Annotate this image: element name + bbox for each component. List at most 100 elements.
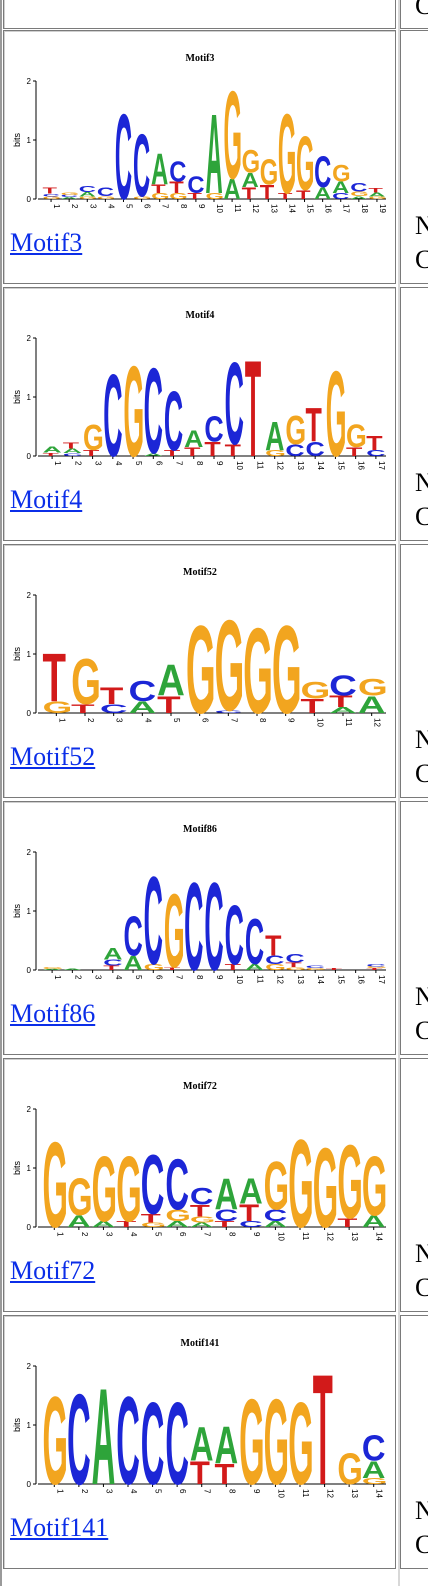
logo-letter-c: C	[366, 963, 386, 967]
logo-letter-g: G	[288, 1379, 313, 1506]
logo-letter-c: C	[115, 89, 132, 221]
logo-y-tick-label: 1	[27, 393, 32, 402]
logo-letter-g: G	[337, 1445, 362, 1494]
sequence-logo-image: Motif72 bits 0 1 2 1 2 3 4 5 6 7 8 9 10 11 12 13 14 G A G A G T G…	[8, 1079, 393, 1249]
logo-position-label: 8	[195, 461, 204, 466]
logo-letter-g: G	[260, 151, 278, 192]
side-text-top: N	[415, 468, 428, 498]
logo-letter-g: G	[43, 967, 64, 970]
logo-letter-c: C	[141, 1137, 165, 1232]
logo-letter-g: G	[288, 1115, 313, 1249]
logo-letter-c: C	[187, 172, 204, 199]
side-text-top: N	[415, 211, 428, 241]
logo-y-tick-label: 2	[27, 591, 32, 600]
side-text-top: N	[415, 1496, 428, 1526]
motif-link[interactable]: Motif3	[10, 228, 82, 258]
logo-letter-a: A	[205, 92, 222, 218]
logo-letter-g: G	[362, 1139, 387, 1234]
table-cell-description: NC	[400, 30, 428, 284]
motif-link[interactable]: Motif52	[10, 742, 95, 772]
logo-letter-a: A	[190, 1417, 214, 1471]
logo-letter-g: G	[264, 1148, 289, 1225]
logo-letter-g: G	[285, 409, 306, 454]
logo-letter-g: G	[71, 647, 101, 719]
logo-letter-a: A	[43, 445, 62, 454]
logo-letter-t: T	[306, 399, 322, 452]
logo-letter-g: G	[224, 66, 242, 206]
logo-y-tick-label: 2	[27, 334, 32, 343]
logo-svg: Motif3bits0121 2 3 4 5 6 7 8 9 10 11 12 13 14 15 16 17 18…	[8, 51, 393, 221]
logo-letter-c: C	[245, 907, 264, 979]
logo-position-label: 8	[227, 1232, 236, 1237]
logo-letter-g: G	[278, 92, 296, 218]
logo-position-label: 2	[70, 204, 79, 209]
logo-svg: Motif52bits0121 2 3 4 5 6 7 8 9 10 11 12GT TGCT AC TA G…	[8, 565, 393, 735]
logo-letter-g: G	[43, 1372, 68, 1506]
logo-letter-g: G	[326, 347, 347, 478]
side-text-bottom: C	[415, 0, 428, 21]
logo-letter-t: T	[265, 930, 282, 962]
logo-position-label: 1	[52, 204, 61, 209]
logo-letter-c: C	[204, 858, 223, 992]
logo-letter-g: G	[43, 1118, 68, 1249]
table-cell-description: NC	[400, 1058, 428, 1312]
logo-letter-a: A	[92, 1362, 116, 1506]
motif-link[interactable]: Motif4	[10, 485, 82, 515]
logo-letter-g: G	[346, 419, 367, 455]
logo-position-label: 9	[252, 1232, 261, 1237]
logo-position-label: 12	[373, 718, 382, 727]
logo-letter-g: G	[239, 1375, 264, 1506]
logo-letter-t: T	[43, 186, 58, 195]
logo-y-tick-label: 0	[27, 1223, 32, 1232]
logo-y-tick-label: 2	[27, 1105, 32, 1114]
logo-ylabel: bits	[12, 1161, 22, 1176]
logo-position-label: 16	[357, 461, 366, 470]
logo-svg: Motif4bits0121 2 3 4 5 6 7 8 9 10 11 12 13 14 15 16 17TA…	[8, 308, 393, 478]
logo-position-label: 3	[94, 975, 103, 980]
logo-position-label: 5	[154, 1232, 163, 1237]
logo-letter-c: C	[165, 1144, 189, 1225]
table-cell-partial	[3, 0, 396, 29]
logo-letter-g: G	[296, 123, 314, 208]
logo-y-tick-label: 0	[27, 1480, 32, 1489]
side-text-bottom: C	[415, 1016, 428, 1046]
logo-position-label: 1	[53, 461, 62, 466]
logo-letter-c: C	[165, 1379, 189, 1506]
sequence-logo-image: Motif4 bits 0 1 2 1 2 3 4 5 6 7 8 9 10 11 12 13 14 15 16 17 T A…	[8, 308, 393, 478]
logo-letter-c: C	[144, 344, 163, 478]
logo-position-label: 4	[143, 718, 152, 723]
logo-position-label: 6	[178, 1232, 187, 1237]
logo-y-tick-label: 0	[27, 452, 32, 461]
logo-position-label: 15	[336, 975, 345, 984]
logo-letter-c: C	[225, 889, 244, 983]
logo-title: Motif141	[181, 1338, 220, 1349]
logo-letter-g: G	[164, 874, 185, 991]
side-text-bottom: C	[415, 1530, 428, 1560]
side-text-top: N	[415, 1239, 428, 1269]
logo-position-label: 10	[315, 718, 324, 727]
logo-ylabel: bits	[12, 904, 22, 919]
logo-position-label: 3	[115, 718, 124, 723]
motif-link[interactable]: Motif72	[10, 1256, 95, 1286]
logo-position-label: 5	[134, 975, 143, 980]
sequence-logo-image: Motif52 bits 0 1 2 1 2 3 4 5 6 7 8 9 10 11 12 G T T G C T A C T A G…	[8, 565, 393, 735]
logo-ylabel: bits	[12, 133, 22, 148]
logo-letter-a: A	[151, 144, 168, 194]
logo-position-label: 17	[377, 461, 386, 470]
logo-letter-g: G	[123, 338, 144, 478]
motif-link[interactable]: Motif86	[10, 999, 95, 1029]
logo-letter-g: G	[264, 1375, 289, 1506]
logo-position-label: 2	[73, 461, 82, 466]
motif-link[interactable]: Motif141	[10, 1513, 108, 1543]
logo-letter-a: A	[157, 655, 185, 705]
logo-y-tick-label: 1	[27, 136, 32, 145]
logo-letter-a: A	[265, 415, 284, 460]
logo-y-tick-label: 2	[27, 1362, 32, 1371]
logo-letter-c: C	[133, 115, 150, 215]
logo-letter-c: C	[350, 180, 368, 193]
side-text-bottom: C	[415, 1273, 428, 1303]
logo-letter-g: G	[332, 160, 350, 187]
logo-letter-g: G	[92, 1137, 117, 1241]
logo-position-label: 8	[179, 204, 188, 209]
